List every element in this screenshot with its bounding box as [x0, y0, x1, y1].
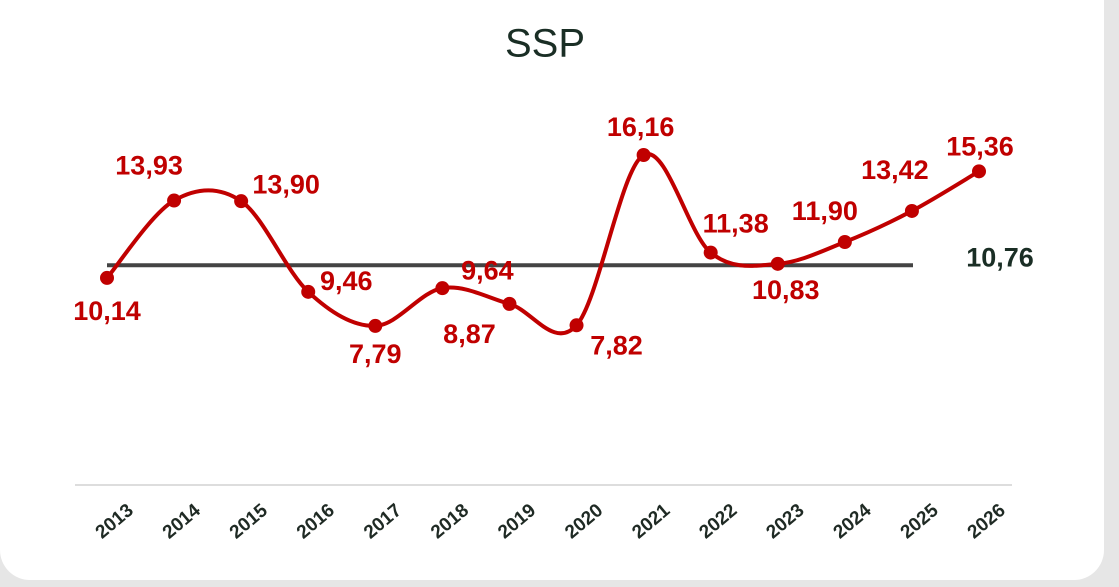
- average-label: 10,76: [966, 242, 1034, 272]
- point: [167, 193, 182, 208]
- point: [972, 164, 986, 179]
- value-label: 8,87: [443, 319, 496, 349]
- value-label: 15,36: [946, 131, 1014, 161]
- chart-title: SSP: [505, 22, 585, 66]
- value-label: 10,14: [73, 296, 141, 326]
- point: [502, 296, 517, 311]
- value-label: 9,46: [320, 266, 373, 296]
- card: [0, 0, 1104, 580]
- value-label: 11,38: [703, 209, 769, 239]
- point: [435, 281, 450, 296]
- point: [234, 194, 249, 209]
- point: [301, 284, 316, 299]
- value-label: 7,82: [590, 330, 643, 360]
- value-label: 16,16: [607, 112, 675, 142]
- value-label: 13,42: [861, 155, 929, 185]
- point: [636, 147, 651, 162]
- value-label: 13,93: [115, 151, 183, 181]
- value-label: 9,64: [461, 255, 514, 285]
- point: [368, 318, 383, 333]
- point: [569, 318, 584, 333]
- value-label: 13,90: [252, 169, 320, 199]
- value-label: 11,90: [792, 196, 858, 226]
- point: [100, 270, 114, 285]
- value-label: 10,83: [752, 275, 820, 305]
- point: [770, 256, 785, 271]
- line: [105, 151, 981, 336]
- value-label: 7,79: [349, 339, 402, 369]
- point: [904, 203, 919, 218]
- point: [703, 245, 718, 260]
- point: [837, 234, 852, 249]
